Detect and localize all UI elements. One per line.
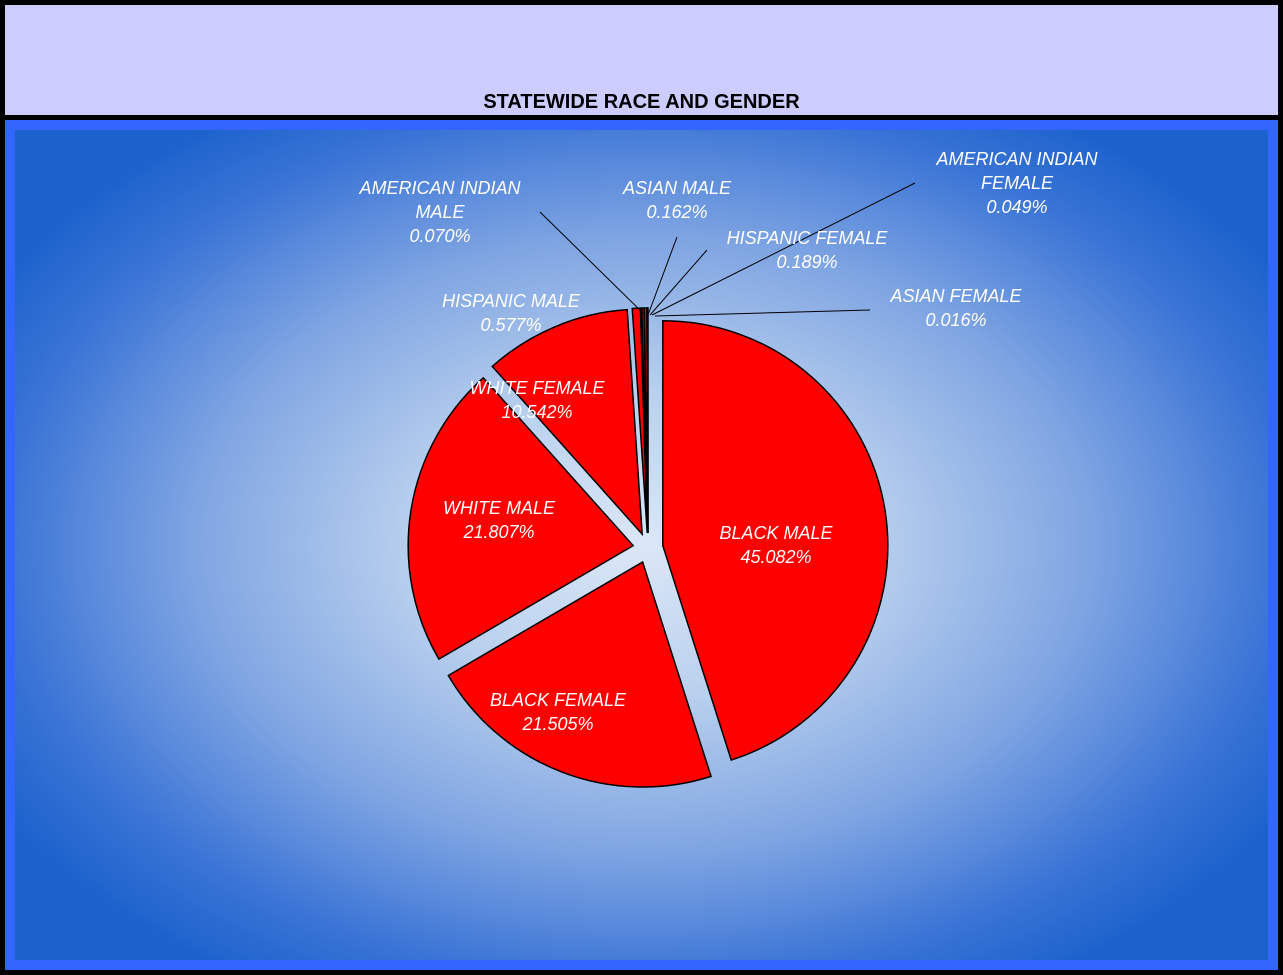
label-category: ASIAN FEMALE <box>890 286 1022 306</box>
label-category: HISPANIC FEMALE <box>726 228 888 248</box>
label-value: 0.049% <box>986 197 1048 217</box>
label-category: AMERICAN INDIAN FEMALE <box>936 149 1098 193</box>
label-value: 0.070% <box>409 226 471 246</box>
label-category: BLACK MALE <box>719 523 833 543</box>
label-value: 21.807% <box>463 522 535 542</box>
label-value: 10.542% <box>501 402 573 422</box>
header: STATEWIDE RACE AND GENDER <box>5 5 1278 115</box>
data-label: AMERICAN INDIAN MALE 0.070% <box>335 176 545 248</box>
data-label: BLACK MALE 45.082% <box>676 521 876 569</box>
data-label: ASIAN FEMALE 0.016% <box>856 284 1056 332</box>
label-category: BLACK FEMALE <box>489 690 627 710</box>
label-value: 0.577% <box>480 315 542 335</box>
label-value: 0.162% <box>646 202 708 222</box>
leader-line <box>539 211 646 316</box>
data-label: HISPANIC MALE 0.577% <box>411 289 611 337</box>
label-value: 0.189% <box>776 252 838 272</box>
pie-slice <box>447 560 712 788</box>
data-label: BLACK FEMALE 21.505% <box>458 688 658 736</box>
leader-line <box>654 309 871 317</box>
data-label: AMERICAN INDIAN FEMALE 0.049% <box>912 147 1122 219</box>
label-category: WHITE FEMALE <box>469 378 605 398</box>
data-label: ASIAN MALE 0.162% <box>597 176 757 224</box>
plot-area <box>15 130 1268 960</box>
data-label: WHITE MALE 21.807% <box>399 496 599 544</box>
label-value: 21.505% <box>522 714 594 734</box>
label-category: AMERICAN INDIAN MALE <box>359 178 521 222</box>
label-value: 45.082% <box>740 547 812 567</box>
pie-slice <box>491 308 644 537</box>
label-value: 0.016% <box>925 310 987 330</box>
pie-slice <box>407 376 635 661</box>
leader-line <box>647 236 678 316</box>
chart-title: STATEWIDE RACE AND GENDER <box>483 91 800 113</box>
data-label: HISPANIC FEMALE 0.189% <box>692 226 922 274</box>
pie-slice <box>662 319 889 761</box>
label-category: WHITE MALE <box>442 498 555 518</box>
data-label: WHITE FEMALE 10.542% <box>437 376 637 424</box>
label-category: HISPANIC MALE <box>442 291 580 311</box>
leader-line <box>649 249 708 316</box>
chart-frame <box>5 120 1278 970</box>
label-category: ASIAN MALE <box>622 178 732 198</box>
leader-line <box>651 182 916 316</box>
